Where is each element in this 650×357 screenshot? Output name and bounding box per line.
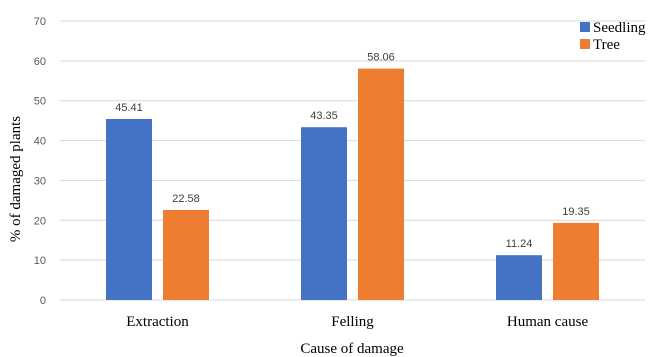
bar-tree-human-cause xyxy=(553,222,599,300)
x-category-label: Felling xyxy=(331,314,374,330)
data-label: 43.35 xyxy=(310,110,338,122)
data-label: 11.24 xyxy=(506,238,533,250)
bar-tree-felling xyxy=(358,68,404,300)
data-label: 58.06 xyxy=(367,52,395,64)
legend-swatch-tree xyxy=(580,39,590,49)
legend-swatch-seedling xyxy=(580,22,590,32)
y-tick-label: 40 xyxy=(34,136,46,148)
y-tick-label: 60 xyxy=(34,56,46,68)
data-label: 19.35 xyxy=(562,206,590,218)
x-category-label: Human cause xyxy=(507,314,589,330)
bar-seedling-extraction xyxy=(106,119,152,300)
x-axis-title: Cause of damage xyxy=(300,341,404,357)
y-tick-label: 0 xyxy=(40,295,46,307)
bar-seedling-human-cause xyxy=(496,255,542,300)
data-label: 22.58 xyxy=(172,193,200,205)
y-tick-label: 20 xyxy=(34,215,46,227)
y-tick-label: 10 xyxy=(34,255,46,267)
bars xyxy=(106,68,599,300)
data-labels: 45.41 22.58 43.35 58.06 11.24 19.35 xyxy=(115,52,590,251)
gridlines xyxy=(60,20,645,301)
y-axis-title: % of damaged plants xyxy=(8,116,24,242)
x-category-label: Extraction xyxy=(126,314,189,330)
data-label: 45.41 xyxy=(115,102,143,114)
legend-label-tree: Tree xyxy=(593,37,620,53)
y-tick-label: 50 xyxy=(34,96,46,108)
legend-label-seedling: Seedling xyxy=(593,20,646,36)
y-tick-label: 30 xyxy=(34,175,46,187)
y-axis-ticks: 0 10 20 30 40 50 60 70 xyxy=(34,16,46,307)
bar-seedling-felling xyxy=(301,127,347,300)
x-axis-categories: Extraction Felling Human cause xyxy=(126,314,588,330)
y-tick-label: 70 xyxy=(34,16,46,28)
bar-tree-extraction xyxy=(163,210,209,300)
